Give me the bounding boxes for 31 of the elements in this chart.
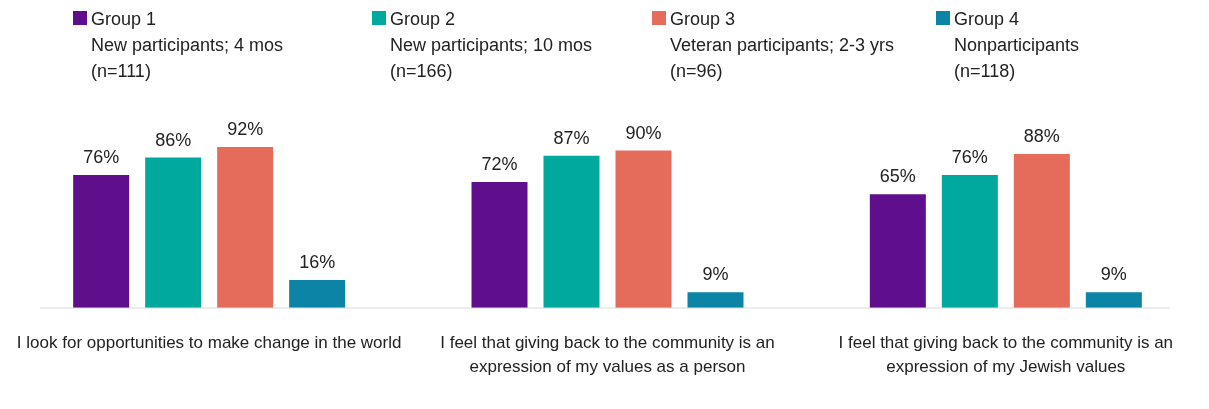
data-label: 76% [951, 147, 988, 167]
bar [1013, 154, 1070, 308]
bar [687, 292, 744, 308]
bar [615, 150, 672, 308]
legend-label: Group 4 Nonparticipants (n=118) [954, 9, 1080, 81]
data-label: 9% [1100, 264, 1127, 285]
bar [471, 182, 528, 308]
data-label: 90% [625, 122, 662, 143]
data-label: 92% [227, 119, 264, 139]
x-tick-label: I look for opportunities to make change in the world [16, 333, 402, 352]
bar [73, 175, 130, 308]
bar [543, 155, 600, 308]
legend-label: Group 1 New participants; 4 mos (n=111) [91, 9, 284, 81]
x-tick-label: I feel that giving back to the community is an expression of my Jewish values [838, 333, 1174, 376]
x-tick-label: I feel that giving back to the community is an expression of my values as a person [440, 333, 775, 376]
bar [941, 175, 998, 308]
data-label: 65% [879, 166, 916, 187]
bar [145, 157, 202, 308]
bar [289, 280, 346, 308]
legend-label: Group 3 Veteran participants; 2-3 yrs (n=96) [670, 9, 895, 81]
data-label: 88% [1023, 126, 1060, 146]
data-label: 87% [553, 127, 590, 148]
data-label: 72% [481, 154, 518, 174]
bar [1085, 292, 1142, 308]
data-label: 16% [299, 252, 336, 272]
bar [869, 194, 926, 308]
bar [217, 147, 274, 308]
data-label: 76% [83, 147, 120, 167]
legend-label: Group 2 New participants; 10 mos (n=166) [390, 9, 593, 81]
data-label: 9% [702, 264, 729, 285]
data-label: 86% [155, 129, 192, 150]
